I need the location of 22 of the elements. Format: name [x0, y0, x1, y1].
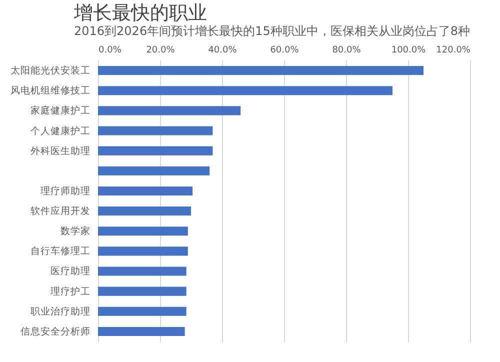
y-tick-label: 太阳能光伏安装工	[10, 64, 90, 77]
y-tick-label: 信息安全分析师	[20, 325, 90, 338]
x-tick-label: 40.0%	[208, 46, 238, 56]
y-tick-label: 理疗师助理	[40, 184, 90, 197]
y-tick-label: 职业治疗助理	[30, 305, 90, 318]
x-tick-label: 20.0%	[146, 46, 176, 56]
x-tick-label: 0.0%	[98, 46, 122, 56]
x-tick-label: 80.0%	[332, 46, 362, 56]
y-tick-label: 理疗护工	[50, 285, 90, 298]
y-tick-label: 医疗助理	[50, 265, 90, 278]
chart-subtitle: 2016到2026年间预计增长最快的15种职业中，医保相关从业岗位占了8种	[74, 24, 470, 38]
y-tick-label: 外科医生助理	[30, 144, 90, 157]
chart-title: 增长最快的职业	[73, 2, 207, 24]
y-tick-label: 个人健康护工	[30, 124, 90, 137]
x-tick-label: 120.0%	[436, 46, 471, 56]
y-tick-label: 自行车修理工	[30, 245, 90, 258]
y-tick-label: 数学家	[60, 225, 90, 238]
x-tick-label: 60.0%	[270, 46, 300, 56]
y-tick-label: 风电机组维修技工	[10, 84, 90, 97]
y-tick-label: 软件应用开发	[30, 205, 90, 218]
x-tick-label: 100.0%	[391, 46, 426, 56]
y-tick-label: 家庭健康护工	[30, 104, 90, 117]
